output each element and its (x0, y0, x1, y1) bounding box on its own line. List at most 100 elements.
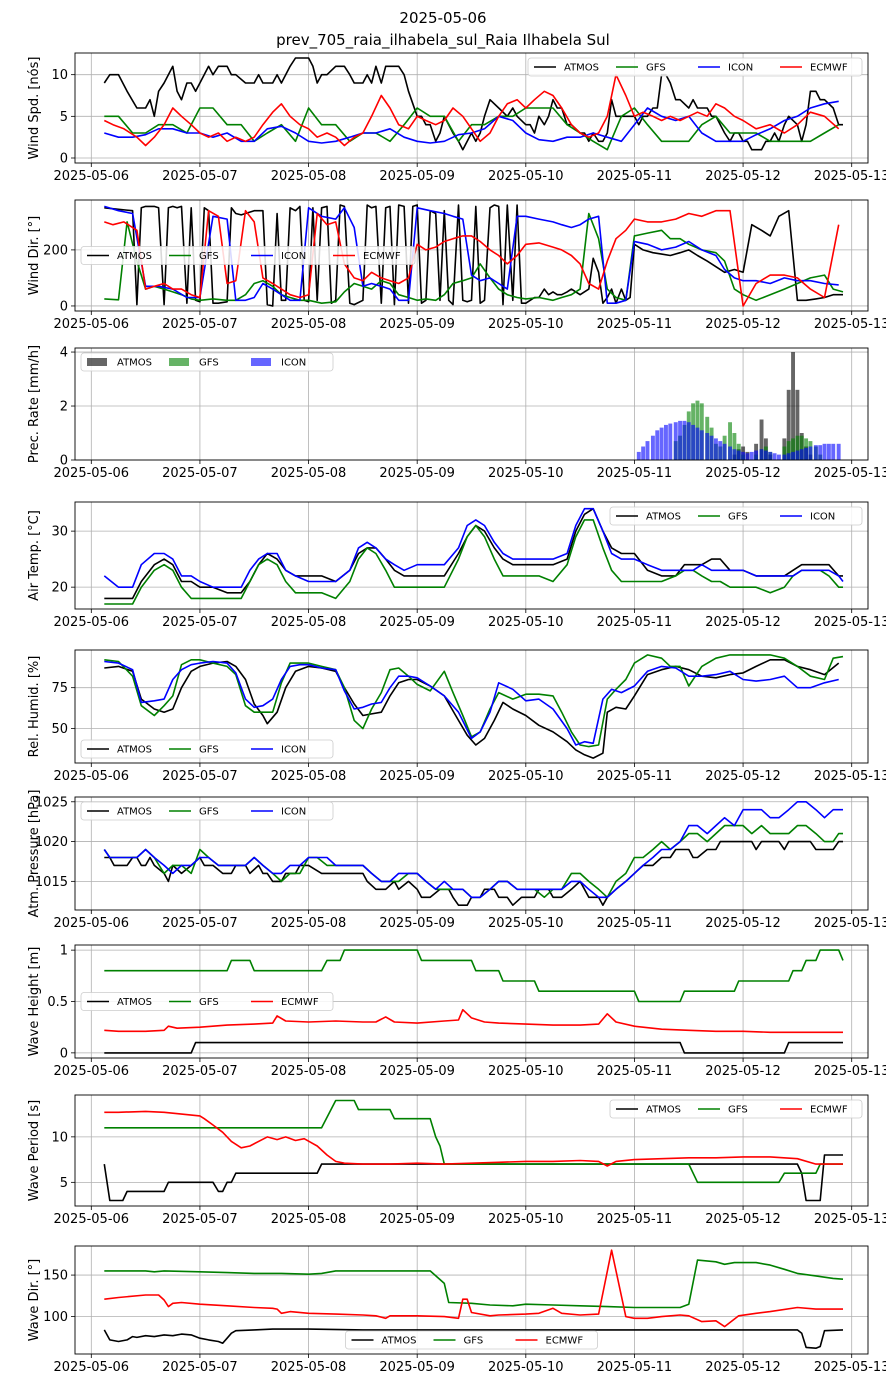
axes-frame (74, 501, 869, 610)
x-tick-label: 2025-05-11 (597, 1064, 673, 1079)
legend-label: ATMOS (646, 1105, 681, 1116)
y-tick-label: 0 (60, 1046, 68, 1061)
bar-gfs (728, 422, 732, 460)
bar-gfs (799, 435, 804, 460)
x-tick-label: 2025-05-11 (597, 317, 673, 332)
y-tick-label: 5 (60, 110, 68, 125)
y-axis-label: Wind Dir. [°] (27, 216, 42, 296)
bar-gfs (795, 435, 800, 460)
plot-area (104, 949, 844, 1054)
legend-label: ECMWF (810, 1105, 848, 1116)
series-atmos (103, 57, 843, 151)
bar-gfs (782, 446, 787, 460)
x-tick-label: 2025-05-09 (379, 769, 455, 784)
bar-icon (808, 446, 813, 460)
line-gfs (104, 107, 840, 151)
legend-label: ATMOS (117, 358, 152, 369)
y-axis-label: Prec. Rate [mm/h] (27, 345, 42, 463)
x-tick-label: 2025-05-06 (54, 615, 130, 630)
x-tick-label: 2025-05-07 (162, 916, 238, 931)
x-tick-label: 2025-05-09 (379, 317, 455, 332)
x-tick-label: 2025-05-10 (488, 1360, 564, 1375)
line-gfs (103, 824, 843, 899)
x-tick-label: 2025-05-08 (271, 769, 347, 784)
plot-area (103, 800, 843, 907)
bar-icon (776, 454, 781, 460)
legend-box (345, 1330, 598, 1350)
figure-title-date: 2025-05-06 (399, 9, 486, 27)
bar-icon (650, 435, 655, 460)
x-tick-label: 2025-05-12 (705, 916, 781, 931)
legend-label: ICON (281, 358, 306, 369)
panel-3: 2025-05-06 2025-05-07 2025-05-08 2025-05-09… (27, 345, 886, 481)
y-tick-label: 1020 (35, 835, 68, 850)
x-tick-label: 2025-05-08 (271, 1064, 347, 1079)
y-tick-label: 20 (51, 581, 68, 596)
legend-label: ECMWF (281, 997, 319, 1008)
bar-icon (695, 427, 700, 460)
legend-label: ATMOS (564, 63, 599, 74)
legend-box (609, 506, 863, 526)
legend-label: ECMWF (363, 251, 401, 262)
legend-label: ICON (281, 745, 306, 756)
x-tick-label: 2025-05-12 (705, 317, 781, 332)
legend: ATMOS GFS ICON (80, 352, 334, 372)
axes-frame (74, 1245, 869, 1355)
bar-atmos (791, 352, 796, 460)
line-ecmwf (104, 1008, 843, 1034)
x-tick-label: 2025-05-13 (814, 1212, 886, 1227)
bar-icon (655, 430, 660, 460)
series-ecmwf (103, 73, 840, 147)
x-tick-label: 2025-05-12 (705, 466, 781, 481)
x-tick-label: 2025-05-06 (54, 1360, 130, 1375)
legend-label: ICON (281, 807, 306, 818)
plot-area (103, 1099, 843, 1202)
x-tick-label: 2025-05-10 (488, 466, 564, 481)
axes-frame (74, 52, 869, 164)
x-tick-label: 2025-05-10 (488, 1212, 564, 1227)
bar-icon (645, 441, 650, 460)
bar-gfs (786, 441, 791, 460)
x-tick-label: 2025-05-09 (379, 615, 455, 630)
legend-label: GFS (728, 1105, 748, 1116)
legend-box (609, 1099, 863, 1119)
bar-gfs (732, 433, 737, 460)
legend-box (80, 801, 334, 821)
series-icon (104, 205, 839, 305)
series-gfs (104, 1259, 844, 1309)
series-icon (103, 507, 844, 589)
x-tick-label: 2025-05-13 (814, 615, 886, 630)
legend-label: GFS (464, 1336, 484, 1347)
legend-label: ECMWF (810, 63, 848, 74)
series-gfs (104, 519, 843, 605)
bar-icon (799, 449, 804, 460)
x-tick-label: 2025-05-06 (54, 1064, 130, 1079)
y-axis-label: Air Temp. [°C] (27, 510, 42, 601)
bar-icon (699, 430, 704, 460)
x-tick-label: 2025-05-10 (488, 169, 564, 184)
x-tick-label: 2025-05-08 (271, 317, 347, 332)
legend: ATMOS GFS ICON (80, 739, 334, 759)
series-icon (636, 420, 841, 460)
bar-icon (736, 450, 741, 460)
y-tick-label: 0 (60, 152, 68, 167)
bar-icon (772, 453, 777, 460)
legend-label: GFS (199, 745, 219, 756)
x-tick-label: 2025-05-06 (54, 1212, 130, 1227)
legend-label: ATMOS (382, 1336, 417, 1347)
bar-icon (682, 420, 687, 460)
x-tick-label: 2025-05-13 (814, 466, 886, 481)
y-axis-label: Atm. Pressure [hPa] (27, 790, 42, 918)
line-atmos (104, 1041, 843, 1054)
bar-icon (636, 451, 641, 460)
legend: ATMOS GFS ICON ECMWF (80, 246, 416, 265)
series-gfs (103, 824, 843, 899)
x-tick-label: 2025-05-11 (597, 169, 673, 184)
legend-swatch (87, 358, 107, 366)
legend: ATMOS GFS ICON ECMWF (527, 57, 863, 77)
bar-atmos (759, 419, 764, 460)
legend-label: GFS (199, 807, 219, 818)
panel-8: 2025-05-06 2025-05-07 2025-05-08 2025-05-09… (27, 1094, 886, 1227)
x-tick-label: 2025-05-06 (54, 169, 130, 184)
x-tick-label: 2025-05-10 (488, 615, 564, 630)
